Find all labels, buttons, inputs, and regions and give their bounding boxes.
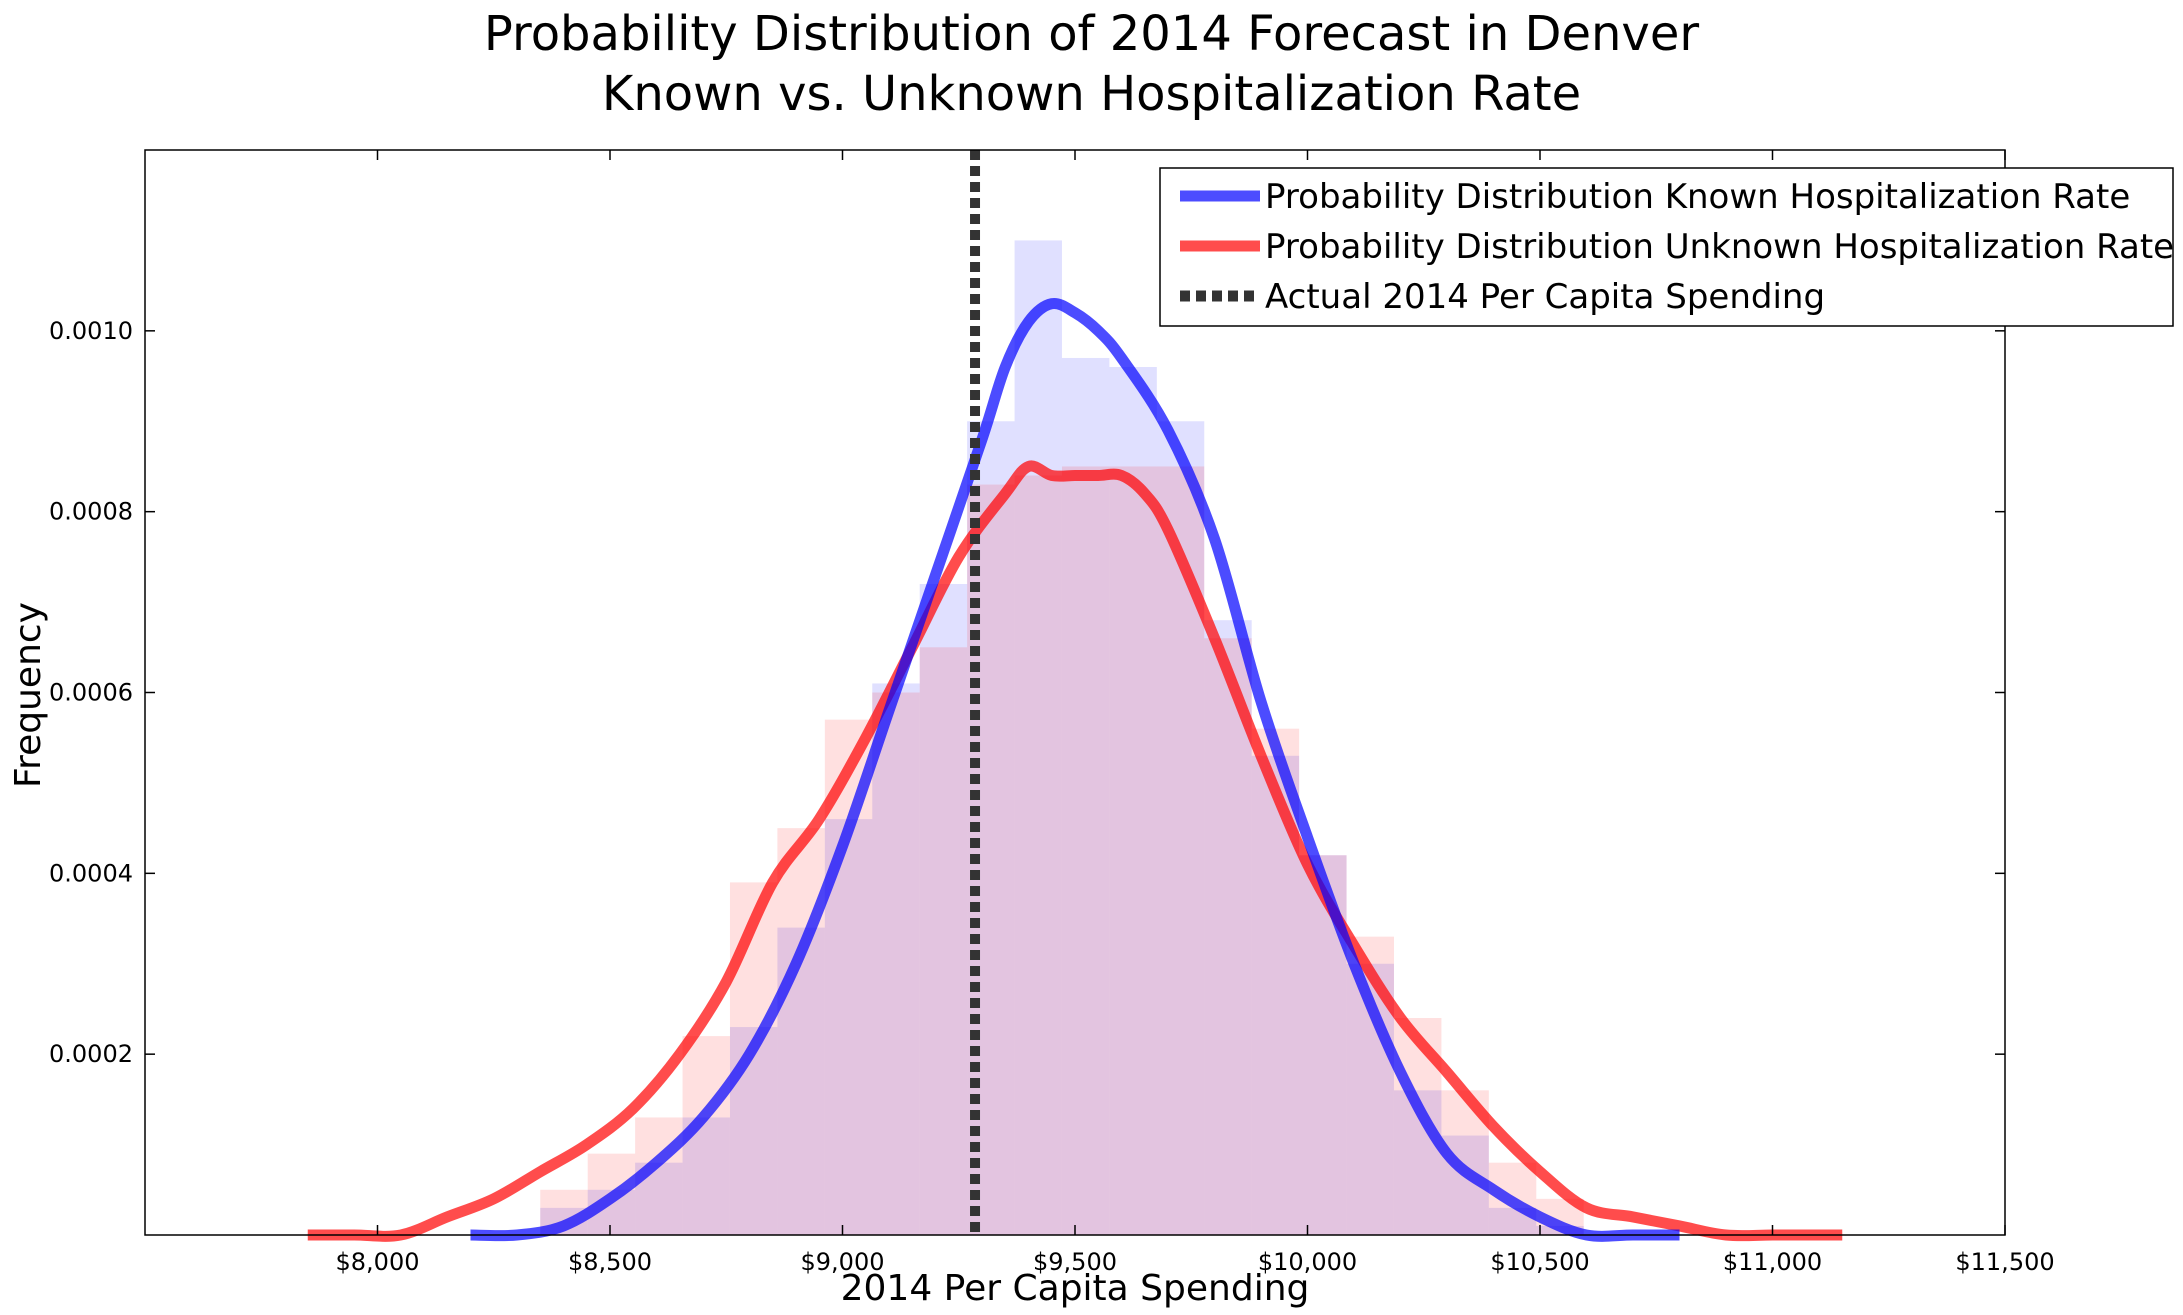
- series-line-0: [470, 297, 1680, 1242]
- histogram-bar-0-4: [729, 1027, 778, 1235]
- histogram-bar-0-8: [919, 584, 968, 1235]
- legend-label-2: Actual 2014 Per Capita Spending: [1265, 277, 1825, 317]
- y-tick-label-4: 0.0010: [49, 317, 133, 345]
- histogram-bar-1-5: [777, 828, 825, 1235]
- histogram-layer: [540, 240, 1584, 1236]
- y-axis: 0.0002 0.0004 0.0006 0.0008 0.0010: [49, 317, 2005, 1068]
- lines-layer: [307, 150, 1843, 1242]
- y-axis-label: Frequency: [8, 602, 49, 788]
- y-tick-label-2: 0.0006: [49, 679, 133, 707]
- legend-label-1: Probability Distribution Unknown Hospita…: [1265, 227, 2174, 267]
- histogram-bar-0-6: [824, 819, 873, 1235]
- x-axis-label: 2014 Per Capita Spending: [841, 1268, 1310, 1309]
- histogram-bar-1-10: [1014, 475, 1062, 1235]
- chart-title: Probability Distribution of 2014 Forecas…: [483, 6, 1700, 62]
- histogram-bar-1-15: [1251, 728, 1300, 1235]
- histogram-bar-1-14: [1204, 638, 1252, 1235]
- x-tick-label-6: $11,000: [1723, 1248, 1822, 1276]
- legend: Probability Distribution Known Hospitali…: [1159, 167, 2174, 327]
- histogram-bar-0-12: [1109, 367, 1157, 1235]
- histogram-bar-0-11: [1061, 357, 1110, 1235]
- x-tick-label-3: $9,500: [1033, 1248, 1117, 1276]
- x-tick-label-5: $10,500: [1490, 1248, 1589, 1276]
- y-tick-label-3: 0.0008: [49, 498, 133, 526]
- y-tick-label-0: 0.0002: [49, 1040, 133, 1068]
- histogram-bar-1-4: [729, 882, 778, 1235]
- histogram-bar-1-13: [1156, 466, 1205, 1235]
- series-line-1: [307, 460, 1843, 1242]
- histogram-bar-1-7: [872, 692, 920, 1235]
- x-tick-label-7: $11,500: [1955, 1248, 2054, 1276]
- legend-label-0: Probability Distribution Known Hospitali…: [1265, 177, 2130, 217]
- x-tick-label-1: $8,500: [568, 1248, 652, 1276]
- histogram-bar-1-11: [1061, 466, 1110, 1235]
- x-tick-label-4: $10,000: [1258, 1248, 1357, 1276]
- x-tick-label-2: $9,000: [801, 1248, 885, 1276]
- y-tick-label-1: 0.0004: [49, 859, 133, 887]
- x-tick-label-0: $8,000: [336, 1248, 420, 1276]
- chart-title-block: Probability Distribution of 2014 Forecas…: [0, 4, 2183, 124]
- chart-subtitle: Known vs. Unknown Hospitalization Rate: [601, 66, 1582, 122]
- histogram-bar-1-8: [919, 647, 968, 1235]
- histogram-bar-0-7: [872, 683, 920, 1235]
- histogram-bar-1-17: [1346, 936, 1394, 1235]
- histogram-bar-1-12: [1109, 466, 1157, 1235]
- legend-box: [1159, 167, 2174, 327]
- histogram-bar-0-10: [1014, 240, 1062, 1235]
- x-axis: $8,000 $8,500 $9,000 $9,500 $10,000 $10,500 $1…: [336, 150, 2055, 1276]
